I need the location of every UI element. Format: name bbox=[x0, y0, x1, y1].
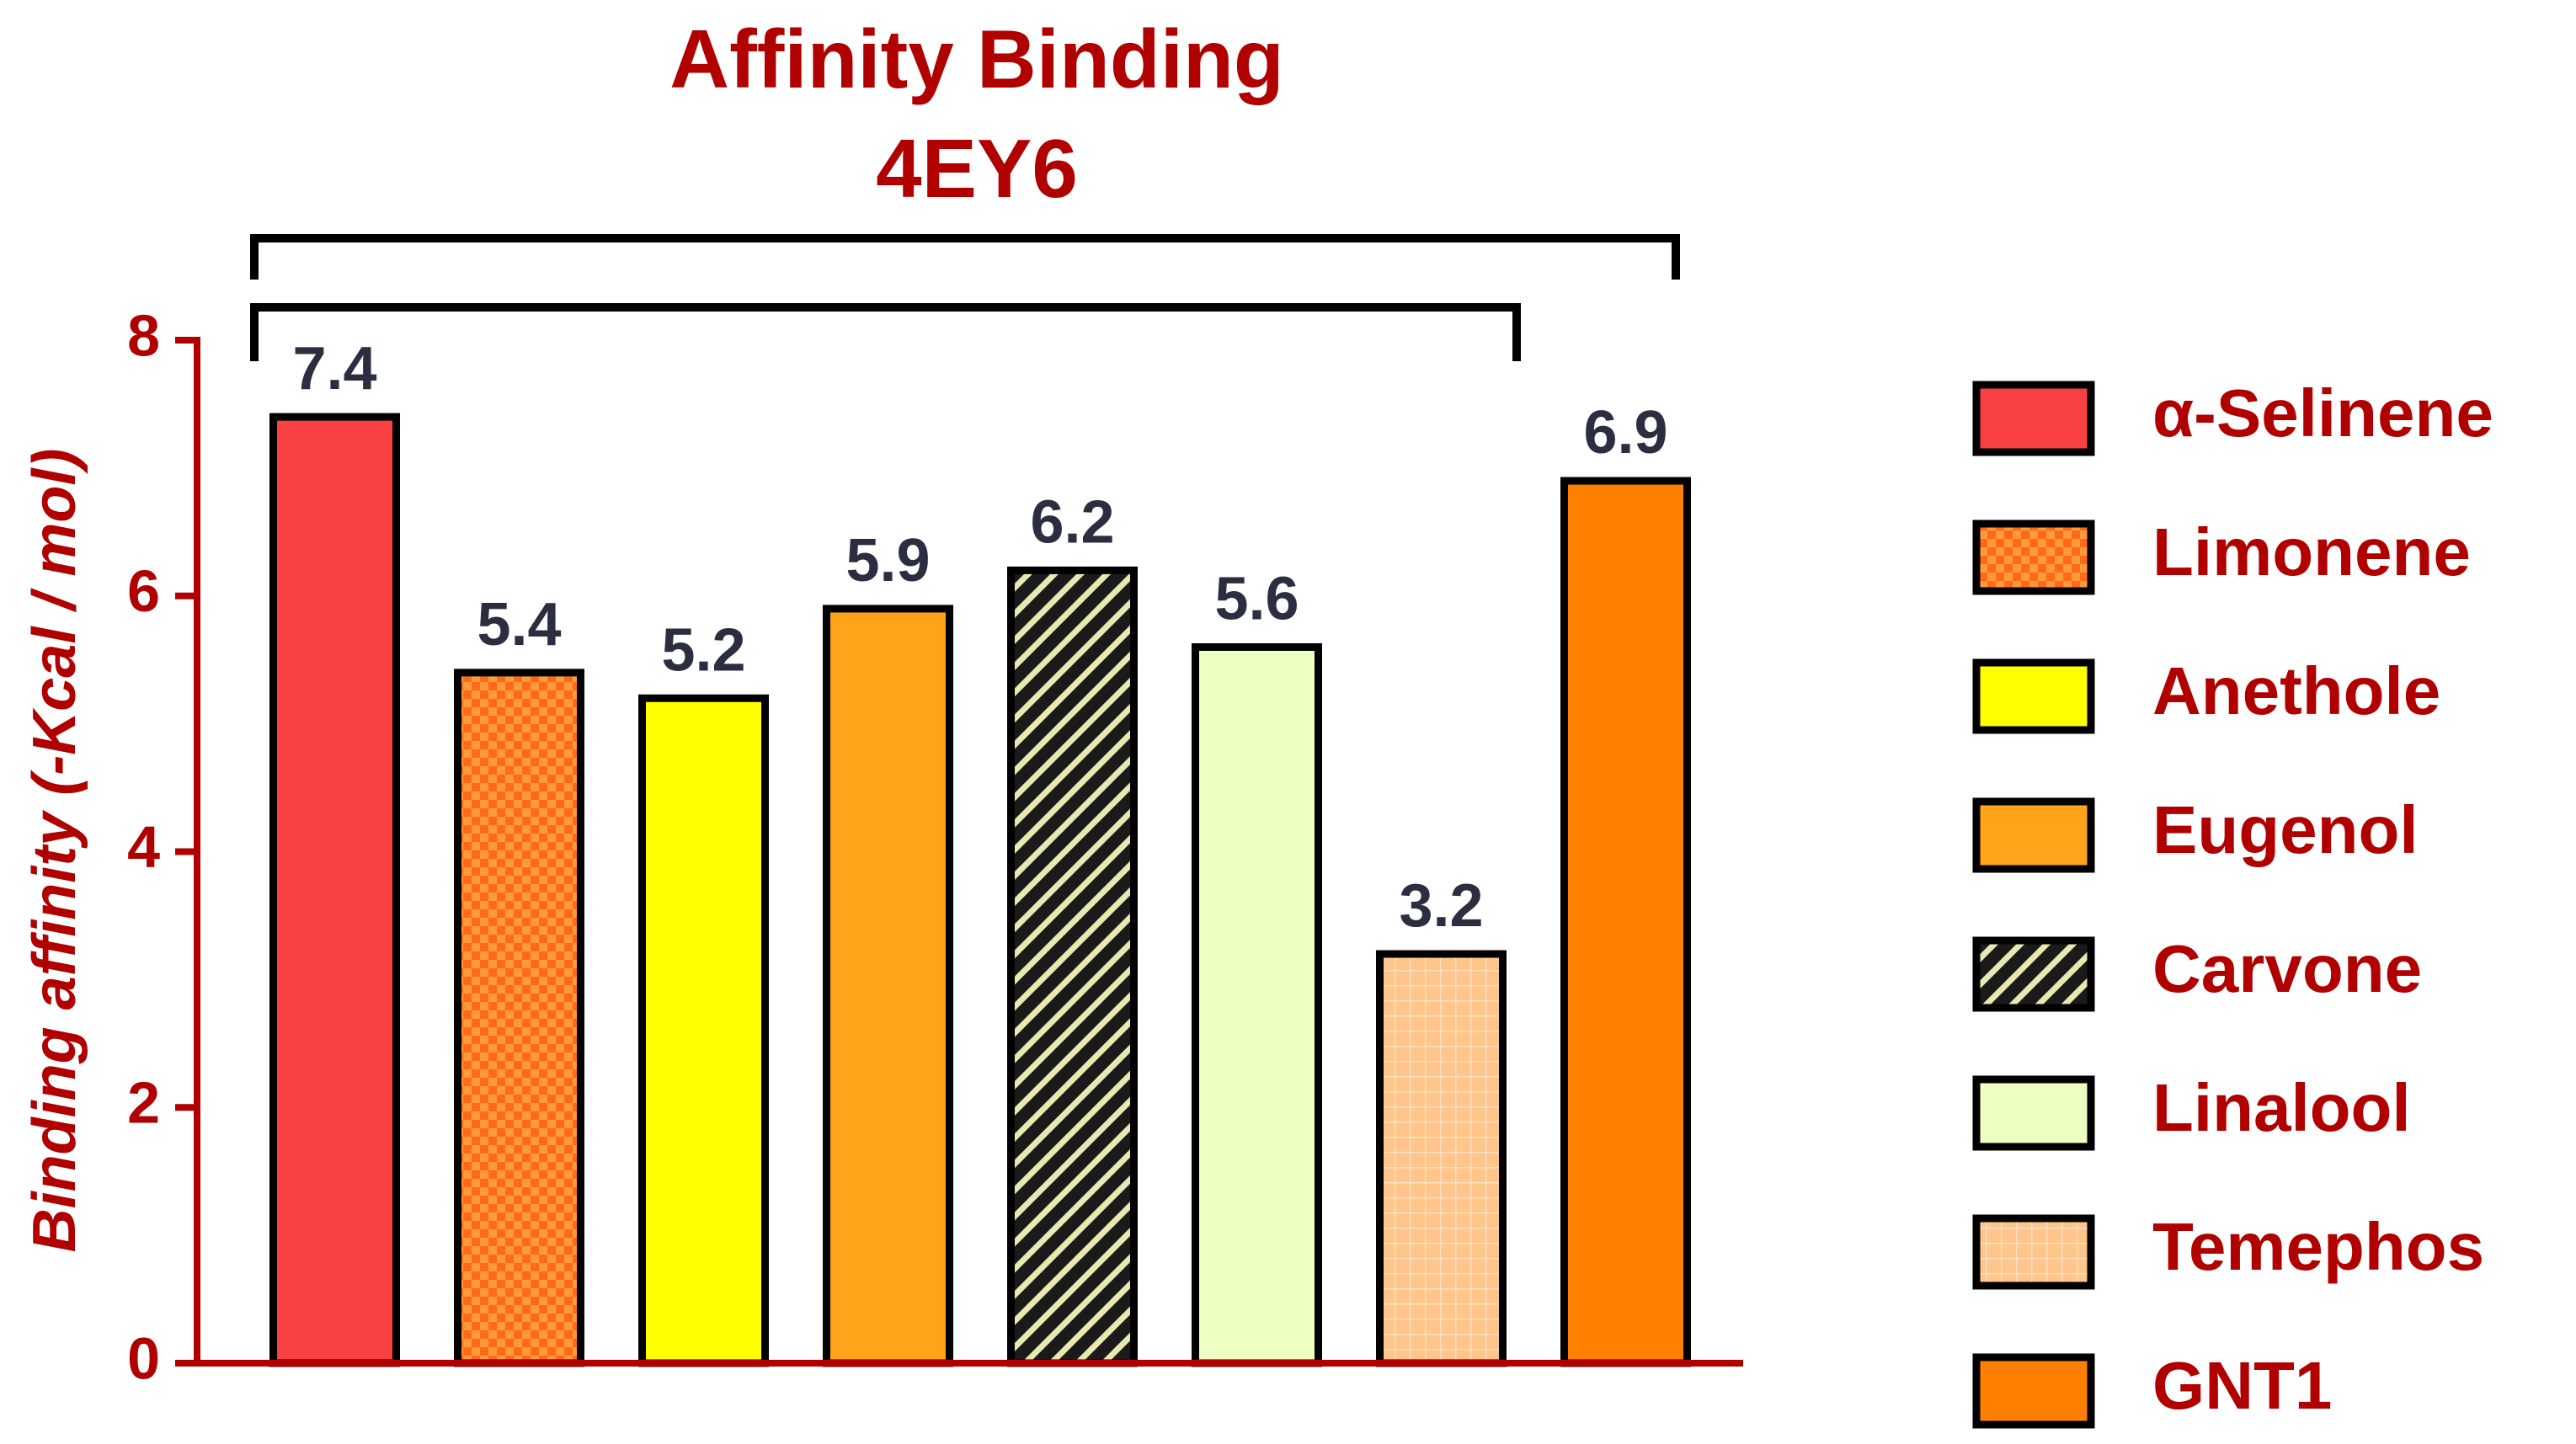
legend-label: Anethole bbox=[2152, 653, 2440, 728]
bar bbox=[823, 605, 953, 1367]
legend-swatch bbox=[1972, 520, 2095, 595]
legend-swatch bbox=[1972, 1075, 2095, 1151]
value-label: 6.2 bbox=[1030, 488, 1114, 556]
legend-swatch bbox=[1972, 658, 2095, 734]
legend-label: Linalool bbox=[2152, 1070, 2411, 1145]
legend-swatch bbox=[1972, 797, 2095, 873]
value-label: 5.6 bbox=[1214, 566, 1299, 633]
bar bbox=[1376, 950, 1507, 1367]
y-axis-label: Binding affinity (-Kcal / mol) bbox=[21, 449, 88, 1253]
value-label: 6.9 bbox=[1583, 399, 1667, 466]
value-label: 3.2 bbox=[1399, 872, 1483, 940]
bracket bbox=[250, 303, 1521, 361]
legend-swatch bbox=[1972, 1353, 2095, 1429]
legend-label: Carvone bbox=[2152, 931, 2422, 1006]
y-tick-label: 8 bbox=[127, 302, 160, 368]
y-tick-label: 6 bbox=[127, 558, 160, 624]
y-tick-label: 0 bbox=[127, 1325, 160, 1391]
bar bbox=[638, 694, 769, 1367]
legend-swatch bbox=[1972, 1214, 2095, 1290]
legend-label: Limonene bbox=[2152, 514, 2471, 589]
value-label: 5.2 bbox=[661, 616, 745, 684]
bracket bbox=[250, 234, 1680, 280]
legend-label: α-Selinene bbox=[2152, 376, 2493, 450]
value-label: 7.4 bbox=[292, 335, 376, 402]
y-tick-label: 4 bbox=[127, 814, 160, 880]
bar bbox=[269, 413, 400, 1367]
legend-swatch bbox=[1972, 936, 2095, 1012]
value-label: 5.4 bbox=[477, 591, 561, 658]
value-label: 5.9 bbox=[845, 527, 930, 594]
y-tick-label: 2 bbox=[127, 1070, 160, 1136]
chart-title: Affinity Binding bbox=[669, 13, 1283, 105]
bar bbox=[1192, 643, 1322, 1367]
bar bbox=[1560, 477, 1691, 1367]
bar bbox=[454, 669, 584, 1367]
bar bbox=[1007, 566, 1138, 1367]
legend-label: Temephos bbox=[2152, 1209, 2484, 1284]
legend-swatch bbox=[1972, 381, 2095, 456]
chart-subtitle: 4EY6 bbox=[876, 122, 1078, 215]
legend-label: GNT1 bbox=[2152, 1348, 2332, 1423]
legend-label: Eugenol bbox=[2152, 792, 2419, 867]
